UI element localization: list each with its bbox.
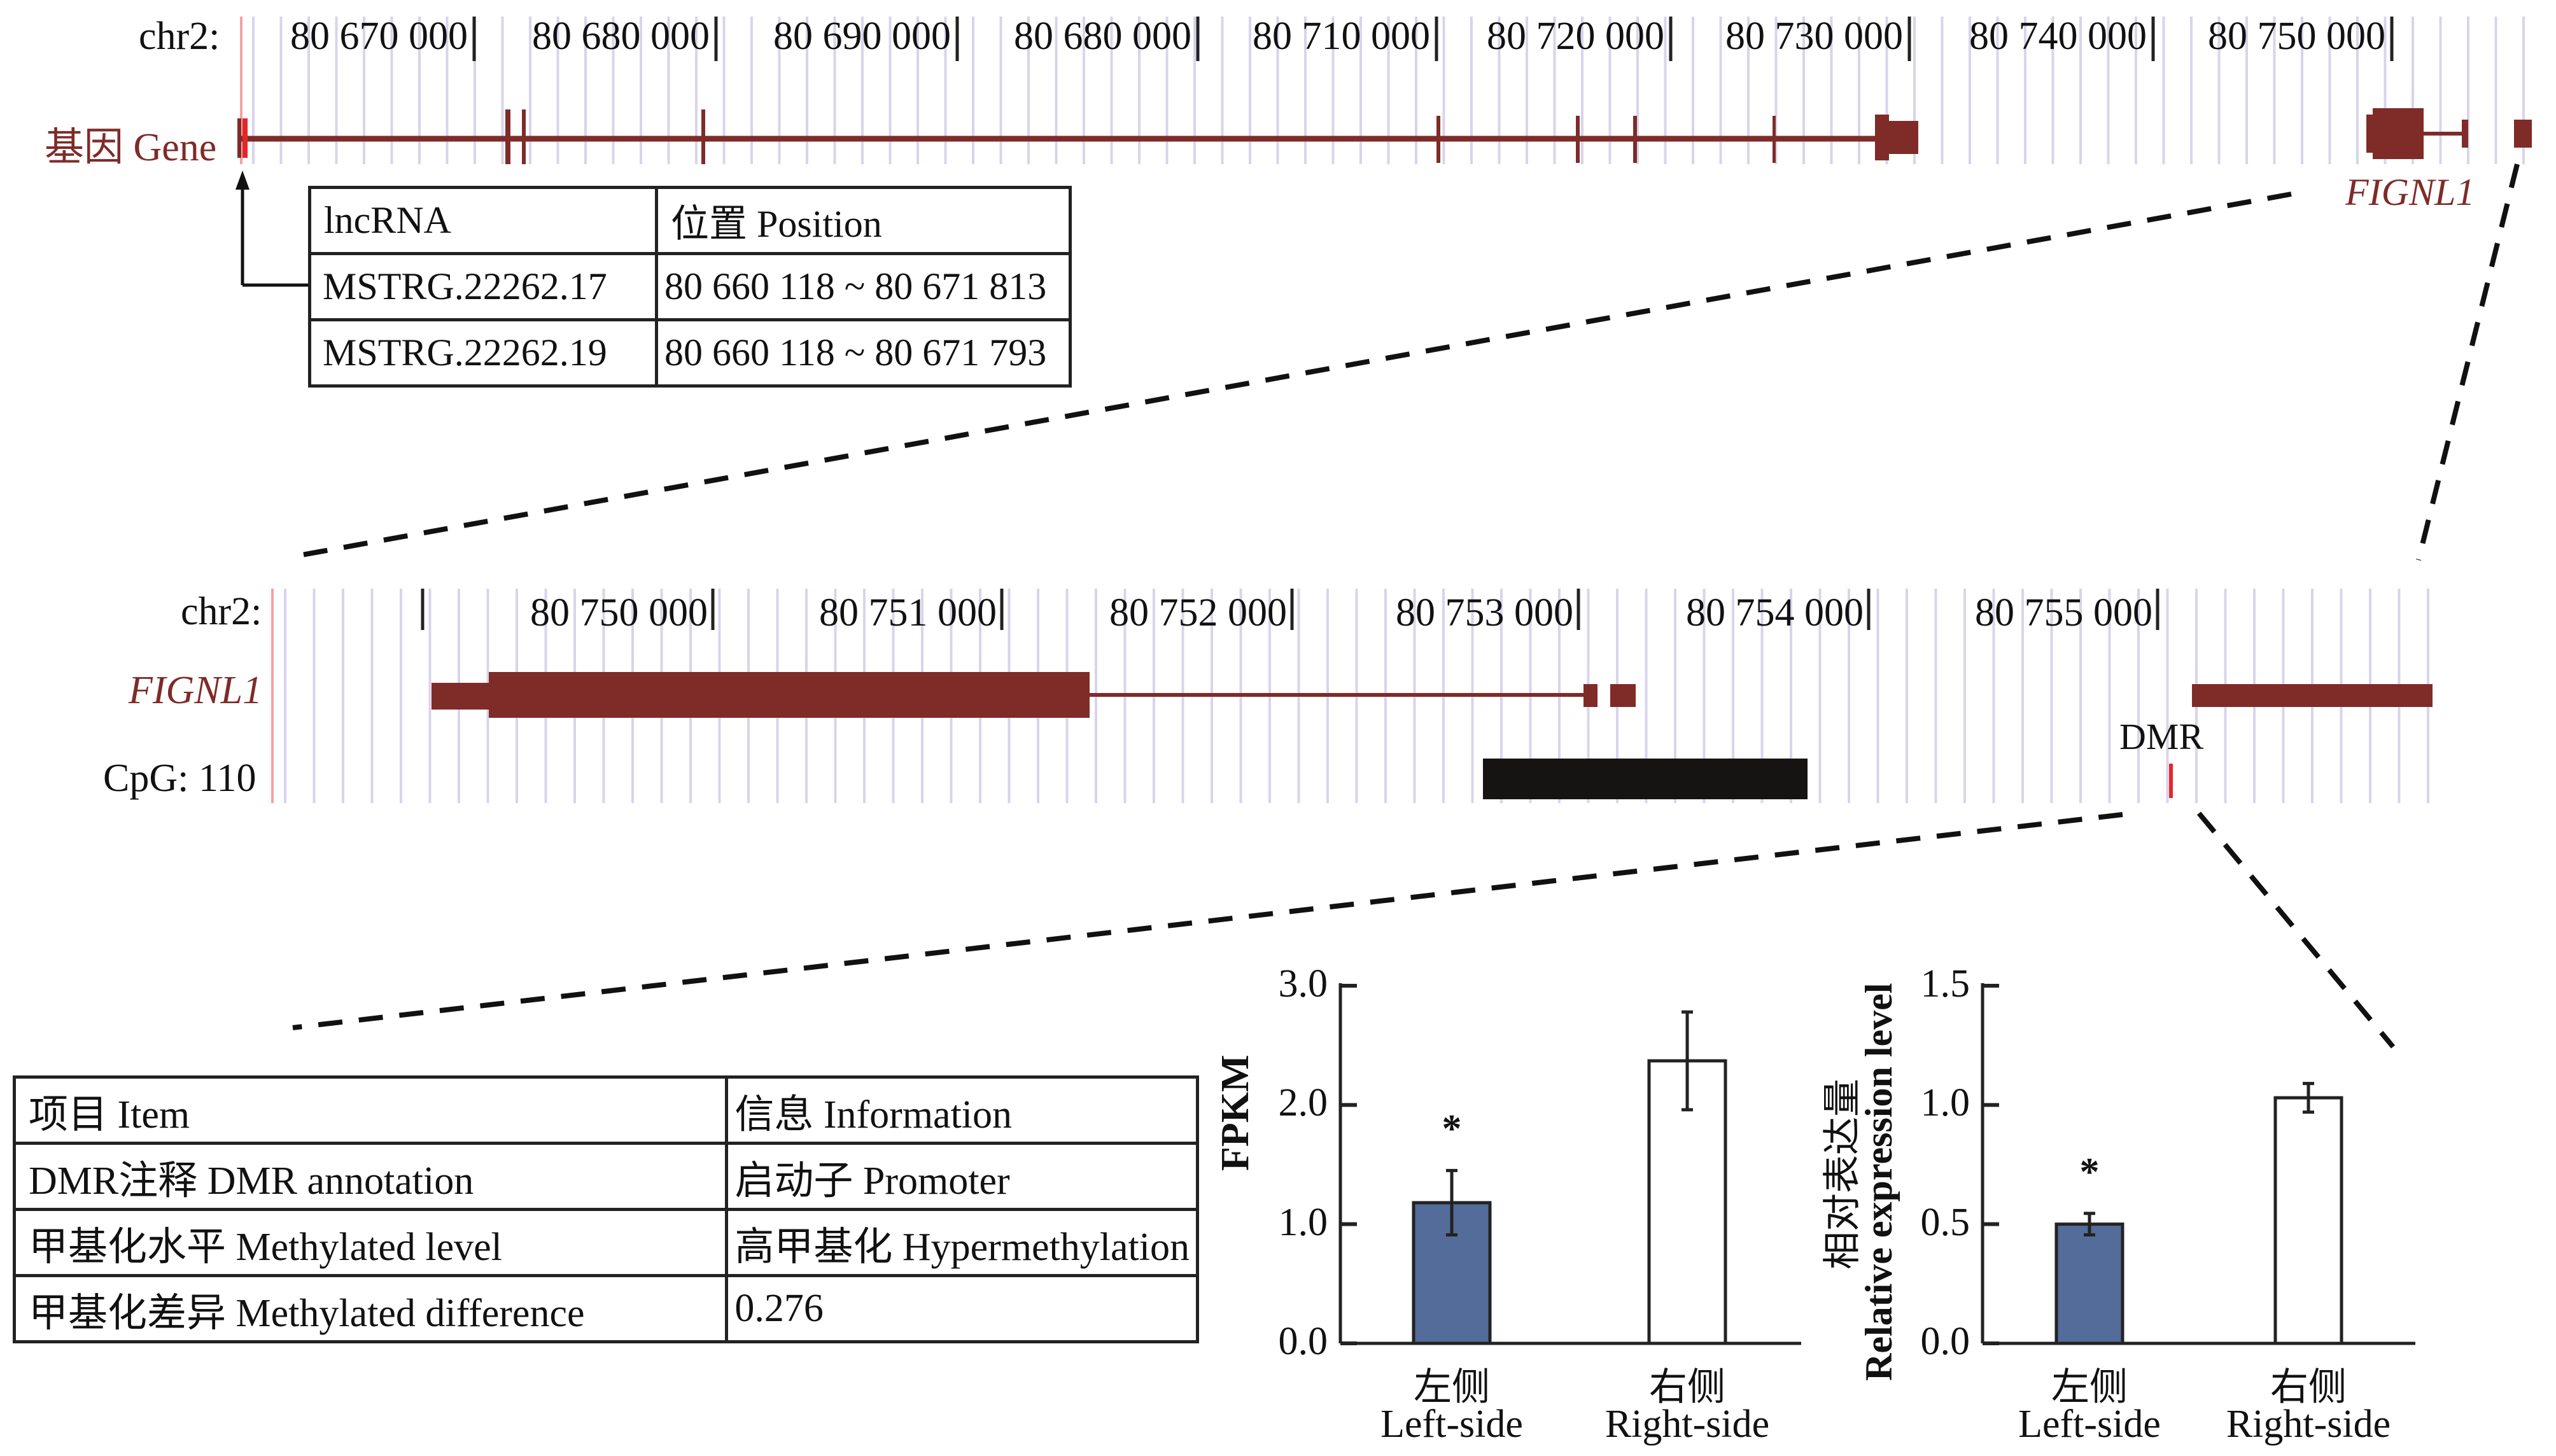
mid-chrom-label: chr2:: [181, 590, 262, 633]
significance-marker: *: [1442, 1107, 1462, 1151]
utr-block: [432, 683, 490, 710]
x-category-label-zh: 左侧: [1414, 1366, 1490, 1408]
top-genome-track: [237, 17, 2532, 164]
exon-block: [2514, 120, 2532, 148]
exon-block: [2373, 108, 2424, 159]
dmr-header-info: 信息 Information: [725, 1075, 1199, 1145]
y-tick-label: 1.0: [1278, 1200, 1328, 1244]
exon-block: [1436, 116, 1440, 163]
x-category-label-en: Right-side: [1605, 1403, 1770, 1446]
significance-marker: *: [2079, 1150, 2100, 1194]
ruler-tick-label: 80 680 000: [532, 15, 710, 58]
dmr-info: 0.276: [725, 1274, 1199, 1343]
mid-genome-track: [271, 589, 2433, 803]
dmr-info: 高甲基化 Hypermethylation: [725, 1208, 1199, 1277]
cpg-track-label: CpG: 110: [103, 757, 256, 800]
x-category-label-en: Left-side: [1380, 1403, 1523, 1446]
y-tick-label: 3.0: [1278, 962, 1328, 1005]
dmr-label: DMR: [2119, 716, 2204, 757]
bar-left-side: [2054, 1222, 2124, 1345]
bar-left-side: [1412, 1201, 1492, 1345]
y-tick-label: 2.0: [1278, 1081, 1328, 1125]
ruler-tick-label: 80 755 000: [1975, 591, 2152, 634]
ruler-tick-label: 80 690 000: [773, 15, 951, 58]
top-chrom-label: chr2:: [139, 15, 220, 58]
exon-block: [522, 109, 526, 164]
exon-block: [1583, 684, 1598, 707]
gene-track-label: 基因 Gene: [45, 126, 217, 169]
bar-right-side: [1647, 1059, 1727, 1345]
table-row: DMR注释 DMR annotation 启动子 Promoter: [12, 1142, 1199, 1211]
x-category-label-zh: 右侧: [1649, 1366, 1725, 1408]
ruler-tick-label: 80 753 000: [1396, 591, 1573, 634]
exon-block: [1576, 116, 1580, 163]
zoom-line-bottom-left: [292, 812, 2123, 1030]
dmr-marker: [2169, 764, 2173, 798]
dmr-table: 项目 Item 信息 Information DMR注释 DMR annotat…: [12, 1075, 1199, 1343]
exon-block: [505, 109, 510, 164]
ruler-tick-label: 80 720 000: [1487, 15, 1664, 58]
exon-block: [489, 672, 1090, 718]
x-category-label-zh: 右侧: [2270, 1366, 2347, 1408]
zoom-line-bottom-right: [2196, 811, 2396, 1049]
ruler-tick-label: 80 751 000: [819, 591, 997, 634]
ruler-tick-label: 80 752 000: [1109, 591, 1287, 634]
exon-block: [2192, 684, 2433, 707]
exon-block: [1888, 121, 1918, 154]
dmr-item: 甲基化水平 Methylated level: [12, 1208, 729, 1277]
x-category-label-zh: 左侧: [2051, 1366, 2128, 1408]
ruler-tick-label: 80 750 000: [530, 591, 708, 634]
dmr-table-header: 项目 Item 信息 Information: [12, 1075, 1199, 1145]
exon-block: [1773, 116, 1776, 163]
dmr-info: 启动子 Promoter: [725, 1142, 1199, 1211]
y-tick-label: 0.0: [1278, 1320, 1328, 1363]
ruler-tick-label: 80 754 000: [1686, 591, 1864, 634]
exon-block: [2462, 120, 2468, 148]
dmr-header-item: 项目 Item: [12, 1075, 729, 1145]
fignl1-mid-label: FIGNL1: [129, 669, 263, 712]
ruler-tick-label: 80 740 000: [1969, 15, 2147, 58]
exon-block: [1875, 115, 1889, 160]
ruler-tick-label: 80 730 000: [1725, 15, 1903, 58]
y-tick-label: 1.0: [1920, 1081, 1970, 1125]
cpg-island-block: [1483, 759, 1808, 799]
ruler-tick-label: 80 680 000: [1014, 15, 1191, 58]
dmr-item: DMR注释 DMR annotation: [12, 1142, 729, 1211]
table-row: 甲基化水平 Methylated level 高甲基化 Hypermethyla…: [12, 1208, 1199, 1277]
ruler-tick-label: 80 750 000: [2208, 15, 2385, 58]
bar-right-side: [2273, 1096, 2343, 1345]
ruler-tick-label: 80 710 000: [1253, 15, 1430, 58]
exon-block: [237, 118, 241, 158]
exon-block: [701, 109, 705, 164]
dmr-item: 甲基化差异 Methylated difference: [12, 1274, 729, 1343]
exon-block: [1610, 684, 1636, 707]
y-tick-label: 1.5: [1920, 962, 1970, 1005]
x-category-label-en: Right-side: [2226, 1403, 2391, 1446]
x-category-label-en: Left-side: [2018, 1403, 2161, 1446]
table-row: 甲基化差异 Methylated difference 0.276: [12, 1274, 1199, 1343]
lncrna-start-exon: [242, 118, 248, 158]
y-tick-label: 0.0: [1920, 1320, 1970, 1363]
y-tick-label: 0.5: [1920, 1200, 1970, 1244]
ruler-tick-label: 80 670 000: [290, 15, 468, 58]
exon-block: [1633, 116, 1637, 163]
